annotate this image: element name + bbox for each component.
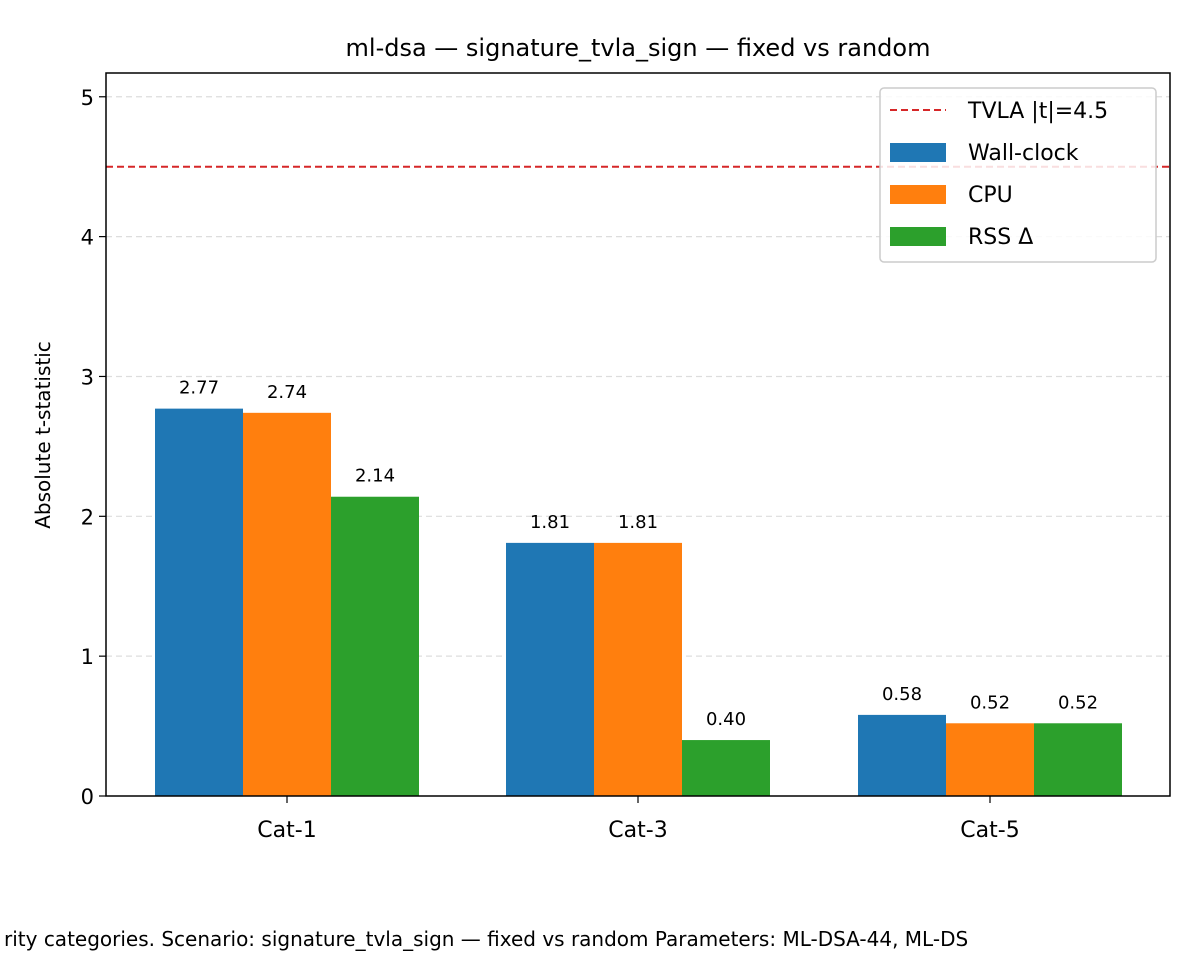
bar-value-label: 0.40 [706, 709, 746, 730]
y-tick-label: 2 [81, 505, 94, 529]
y-tick-label: 4 [81, 226, 94, 250]
bar-value-label: 2.74 [267, 382, 307, 403]
chart-title: ml-dsa — signature_tvla_sign — fixed vs … [346, 34, 931, 62]
y-tick-label: 0 [81, 785, 94, 809]
bar-rss-cat-1 [331, 496, 419, 796]
bar-value-label: 0.52 [1058, 692, 1098, 713]
bar-value-label: 2.77 [179, 378, 219, 399]
x-tick-label: Cat-1 [257, 818, 316, 843]
bar-value-label: 1.81 [618, 512, 658, 533]
legend-label-wall-clock: Wall-clock [968, 141, 1079, 166]
bar-rss-cat-5 [1034, 723, 1122, 796]
legend-label-rss: RSS Δ [968, 225, 1033, 250]
bar-wall-clock-cat-1 [155, 408, 243, 796]
bar-wall-clock-cat-3 [506, 542, 594, 796]
bar-wall-clock-cat-5 [858, 714, 946, 796]
legend: TVLA |t|=4.5 Wall-clock CPU RSS Δ [879, 87, 1157, 263]
y-tick-label: 3 [81, 365, 94, 389]
x-tick-label: Cat-3 [608, 818, 667, 843]
legend-swatch-rss [890, 227, 946, 246]
bar-cpu-cat-1 [243, 412, 331, 796]
y-tick-label: 1 [81, 645, 94, 669]
y-axis-label: Absolute t-statistic [31, 341, 55, 529]
bar-value-label: 2.14 [355, 466, 395, 487]
bar-value-label: 1.81 [530, 512, 570, 533]
bar-cpu-cat-3 [594, 542, 682, 796]
bar-value-label: 0.58 [882, 684, 922, 705]
bar-value-label: 0.52 [970, 692, 1010, 713]
x-tick-label: Cat-5 [960, 818, 1019, 843]
legend-swatch-wall-clock [890, 143, 946, 162]
y-tick-label: 5 [81, 86, 94, 110]
legend-swatch-cpu [890, 185, 946, 204]
bar-cpu-cat-5 [946, 723, 1034, 796]
legend-box [879, 87, 1157, 263]
figure-caption: rity categories. Scenario: signature_tvl… [4, 927, 968, 951]
legend-label-cpu: CPU [968, 183, 1013, 208]
legend-threshold-label: TVLA |t|=4.5 [967, 99, 1108, 124]
bar-rss-cat-3 [682, 740, 770, 796]
